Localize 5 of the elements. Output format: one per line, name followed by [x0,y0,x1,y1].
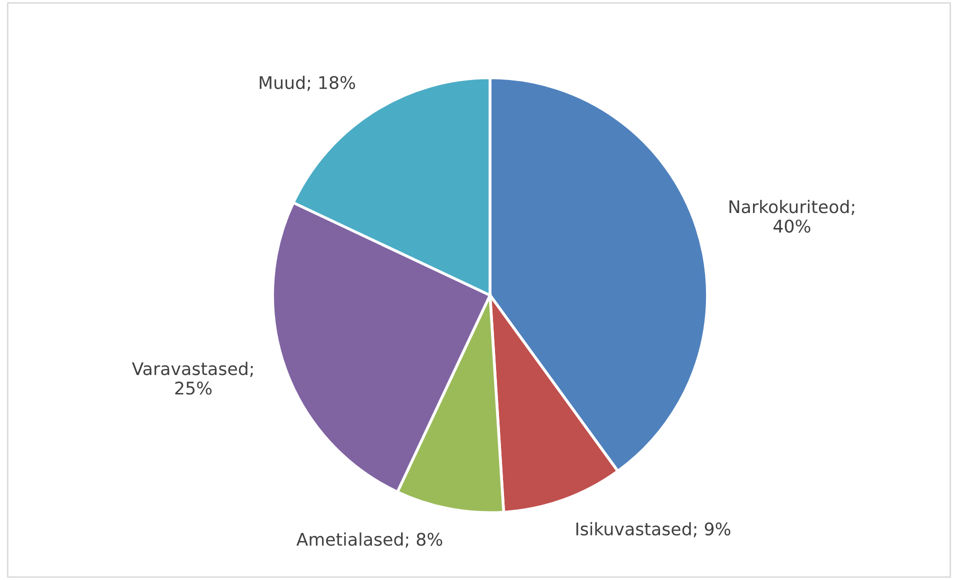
slice-label: Varavastased; 25% [132,362,253,395]
slice-label: Muud; 18% [260,76,356,91]
slice-label: Ametialased; 8% [296,532,442,548]
slice-label: Isikuvastased; 9% [576,522,730,538]
slice-label: Narkokuriteod; 40% [730,200,854,233]
